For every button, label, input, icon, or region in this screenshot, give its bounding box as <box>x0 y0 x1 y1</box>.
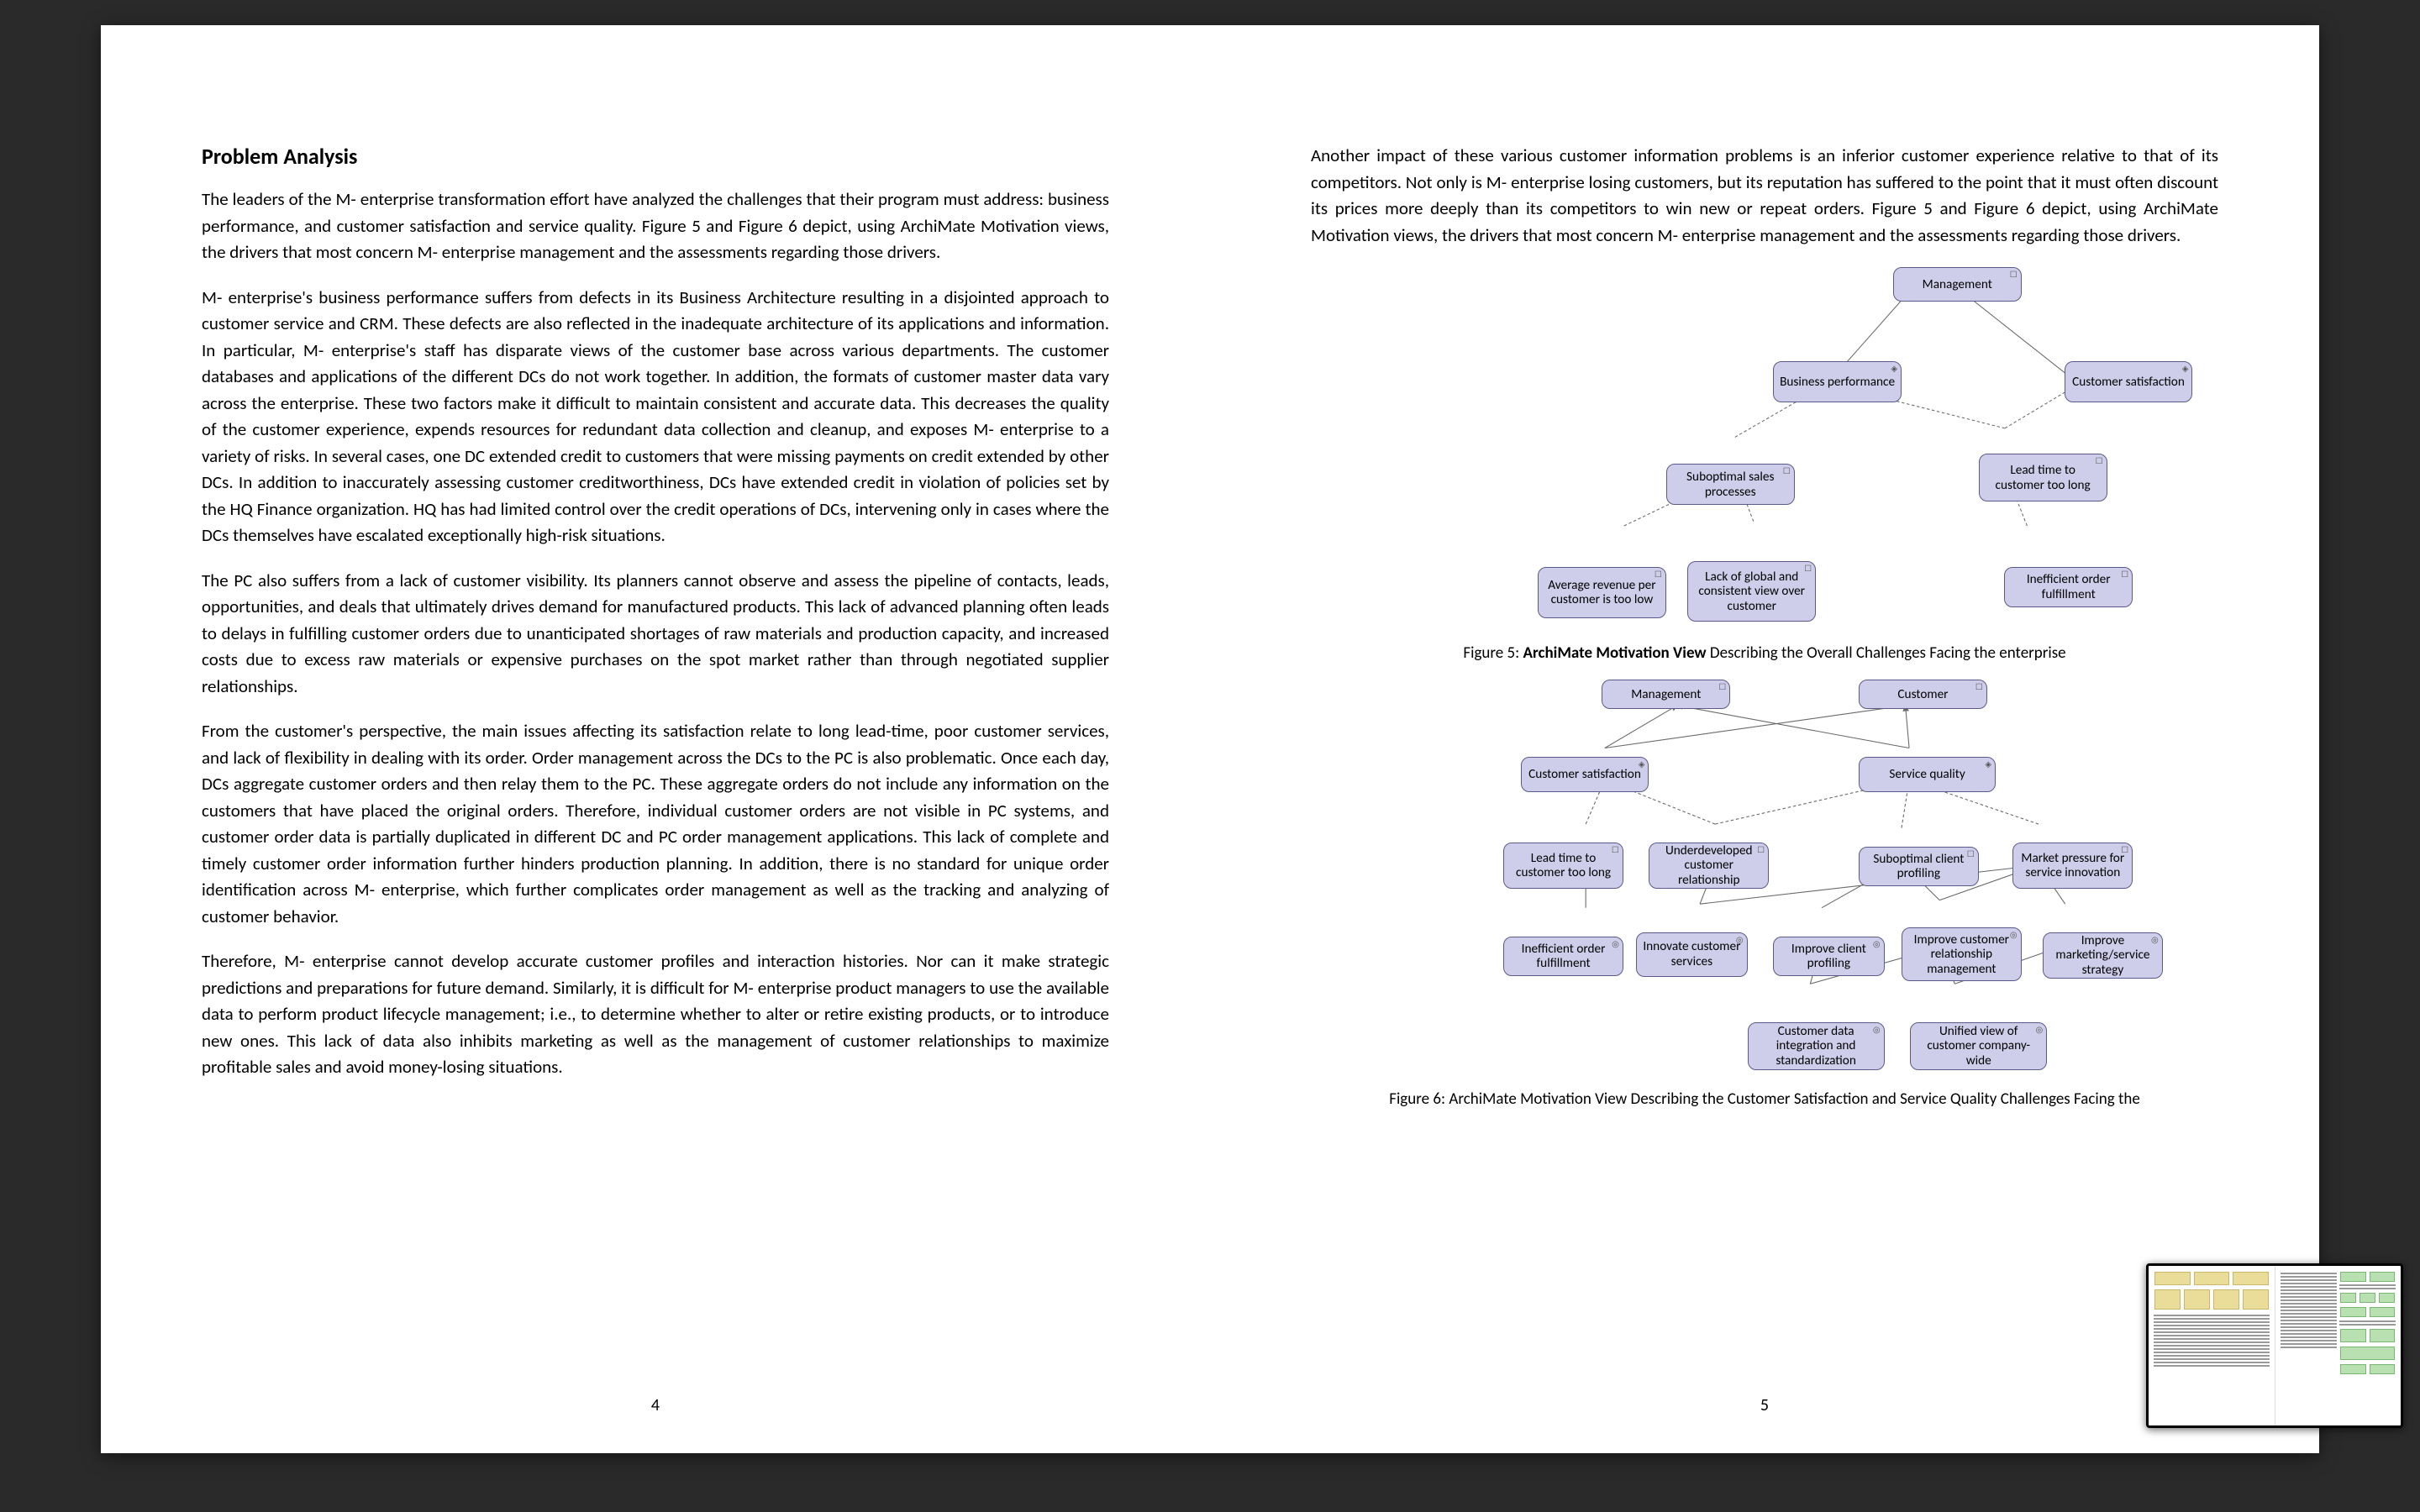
para-5: Therefore, M- enterprise cannot develop … <box>202 948 1109 1081</box>
figure-5-diagram: Management☐ Business performance◈ Customer… <box>1311 267 2218 637</box>
page-thumbnail-navigator[interactable] <box>2146 1263 2403 1428</box>
thumb-right[interactable] <box>2275 1266 2401 1425</box>
figure-6-diagram: Management☐ Customer☐ Customer satisfactio… <box>1311 680 2218 1083</box>
para-1: The leaders of the M- enterprise transfo… <box>202 186 1109 266</box>
figure-6-caption: Figure 6: ArchiMate Motivation View Desc… <box>1311 1089 2218 1109</box>
diagram-node: Management☐ <box>1893 267 2022 302</box>
diagram-node: Underdeveloped customer relationship☐ <box>1649 843 1769 889</box>
diagram-node: Inefficient order fulfillment☐ <box>2004 567 2133 608</box>
right-intro: Another impact of these various customer… <box>1311 143 2218 249</box>
diagram-node: Innovate customer services◎ <box>1636 932 1747 977</box>
para-4: From the customer's perspective, the mai… <box>202 718 1109 930</box>
page-number-left: 4 <box>101 1395 1210 1415</box>
diagram-node: Improve marketing/service strategy◎ <box>2043 932 2163 979</box>
diagram-node: Suboptimal sales processes☐ <box>1666 464 1795 505</box>
document-spread: Problem Analysis The leaders of the M- e… <box>101 25 2319 1453</box>
diagram-node: Management☐ <box>1602 680 1730 709</box>
figure-5-caption: Figure 5: ArchiMate Motivation View Desc… <box>1311 643 2218 663</box>
diagram-node: Lead time to customer too long☐ <box>1979 454 2107 501</box>
diagram-node: Unified view of customer company-wide◎ <box>1910 1022 2047 1070</box>
page-right: Another impact of these various customer… <box>1210 25 2319 1453</box>
diagram-node: Customer data integration and standardiz… <box>1748 1022 1885 1070</box>
diagram-node: Service quality◈ <box>1859 757 1996 793</box>
diagram-node: Customer satisfaction◈ <box>1521 757 1649 793</box>
diagram-node: Improve customer relationship management… <box>1902 927 2022 980</box>
para-2: M- enterprise's business performance suf… <box>202 285 1109 549</box>
para-3: The PC also suffers from a lack of custo… <box>202 568 1109 701</box>
thumb-left[interactable] <box>2149 1266 2275 1425</box>
diagram-node: Lack of global and consistent view over … <box>1687 561 1816 621</box>
diagram-node: Suboptimal client profiling☐ <box>1859 847 1979 886</box>
page-left: Problem Analysis The leaders of the M- e… <box>101 25 1210 1453</box>
fig5-cap-bold: ArchiMate Motivation View <box>1523 643 1707 663</box>
heading-problem-analysis: Problem Analysis <box>202 143 1109 170</box>
diagram-node: Inefficient order fulfillment◎ <box>1503 937 1623 976</box>
diagram-node: Lead time to customer too long☐ <box>1503 843 1623 889</box>
fig5-cap-suf: Describing the Overall Challenges Facing… <box>1707 643 2066 663</box>
diagram-node: Market pressure for service innovation☐ <box>2012 843 2133 889</box>
diagram-node: Customer satisfaction◈ <box>2065 361 2193 402</box>
fig5-cap-pre: Figure 5: <box>1463 643 1523 663</box>
diagram-node: Business performance◈ <box>1773 361 1902 402</box>
diagram-node: Customer☐ <box>1859 680 1987 709</box>
diagram-node: Average revenue per customer is too low☐ <box>1538 567 1666 618</box>
diagram-node: Improve client profiling◎ <box>1773 937 1884 976</box>
